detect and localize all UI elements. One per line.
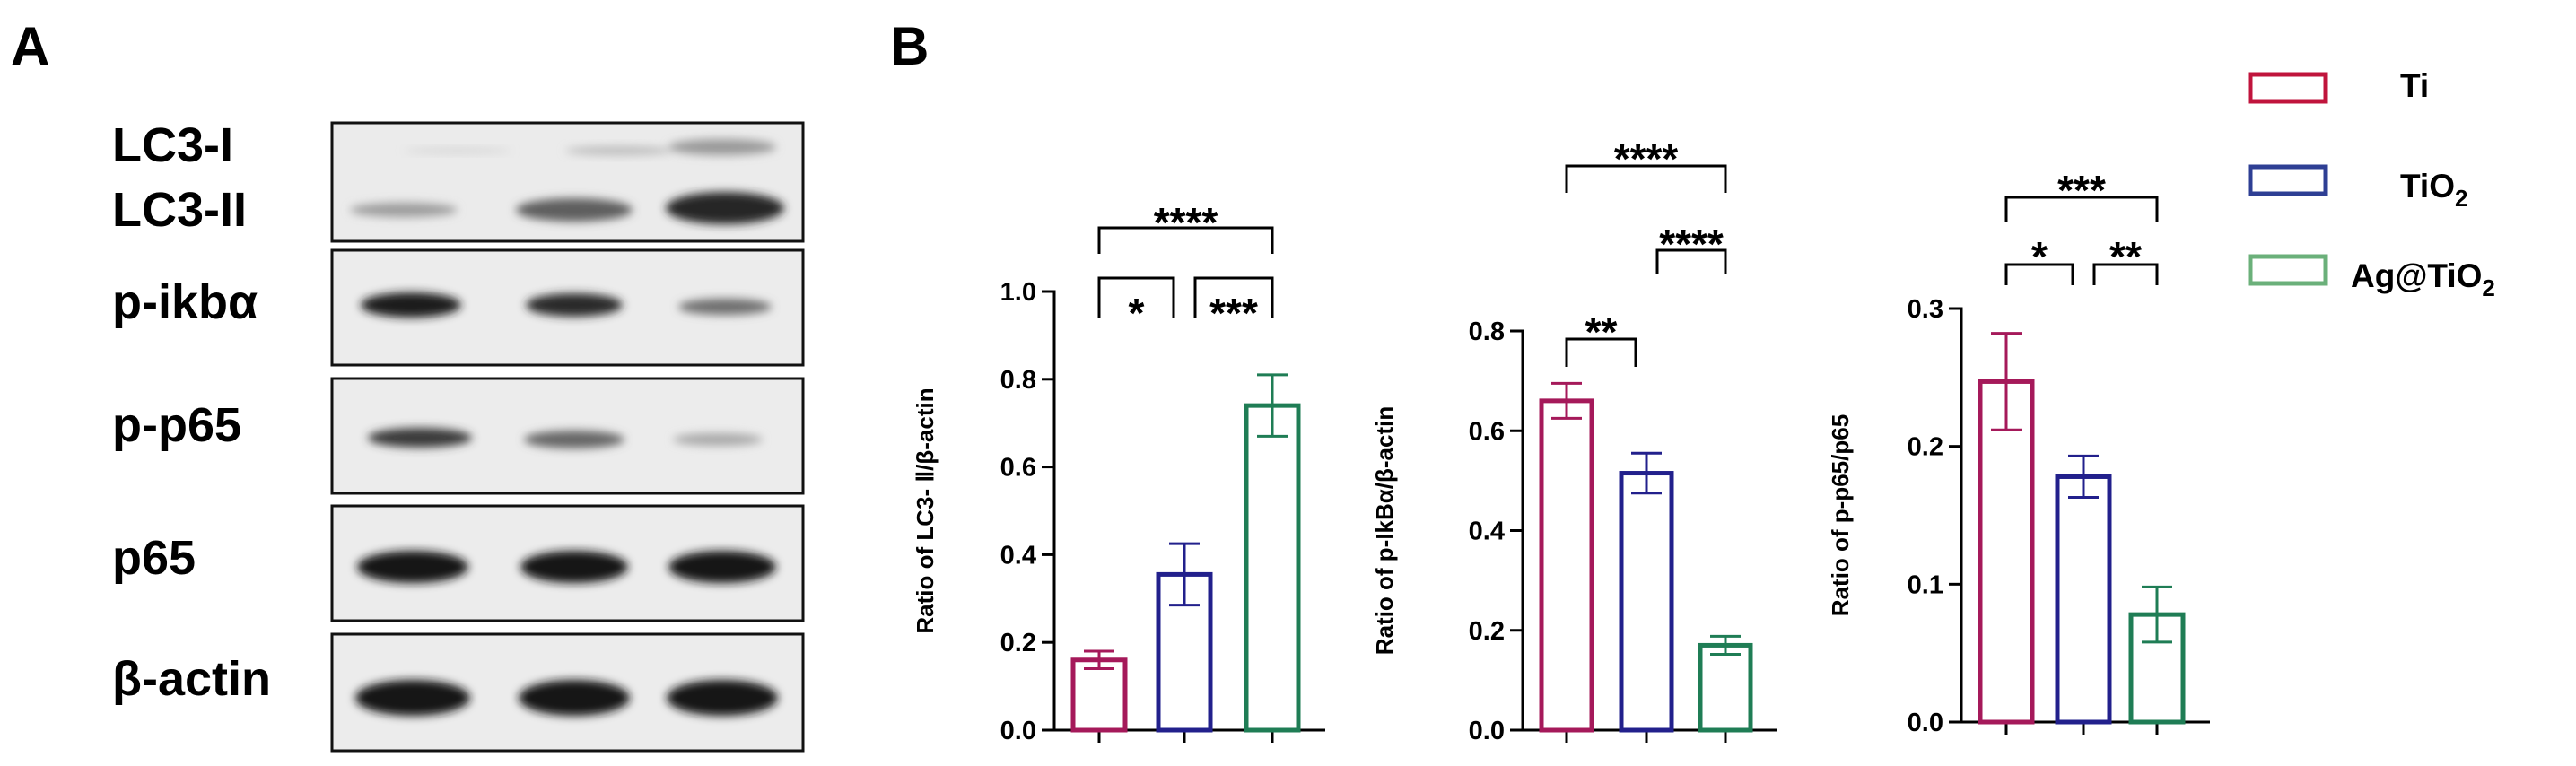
blot-strip-p-ikba <box>330 248 805 367</box>
legend-swatch-ag-tio2 <box>2248 254 2328 286</box>
bar-ti <box>1539 398 1594 733</box>
y-tick-label: 0.0 <box>1908 709 1943 737</box>
y-tick-label: 0.6 <box>1000 454 1036 483</box>
significance-label: * <box>1129 290 1145 336</box>
significance-bracket <box>2092 263 2159 285</box>
significance-bracket <box>1193 276 1274 318</box>
significance-label: *** <box>2057 167 2106 213</box>
significance-label: **** <box>1154 199 1218 246</box>
legend-label-ti: Ti <box>2400 67 2429 104</box>
significance-bracket <box>1565 164 1727 193</box>
blot-label-p-ikba: p-ikbα <box>112 275 258 329</box>
y-axis-title: Ratio of LC3- Ⅱ/β-actin <box>912 387 939 633</box>
legend-item-ag-tio2: Ag@TiO2 <box>2248 254 2495 301</box>
chart-lc3-ratio: 0.0 0.2 0.4 0.6 0.8 1.0 Ratio of LC3- Ⅱ/β-acti… <box>912 199 1325 745</box>
legend: Ti TiO2 Ag@TiO2 <box>2248 67 2495 301</box>
panel-letter-a: A <box>11 16 49 76</box>
bar-tio2 <box>1619 471 1674 733</box>
y-tick-label: 0.0 <box>1000 717 1036 745</box>
significance-bracket <box>2004 196 2159 222</box>
y-tick-label: 0.2 <box>1469 617 1505 646</box>
blot-strip-beta-actin <box>330 632 805 753</box>
y-tick-label: 0.2 <box>1908 433 1943 462</box>
y-tick-label: 0.2 <box>1000 629 1036 657</box>
blot-strip-p-p65 <box>330 377 805 495</box>
blot-label-p-p65: p-p65 <box>112 398 241 452</box>
blot-label-lc3-ii: LC3-II <box>112 183 247 237</box>
legend-item-ti: Ti <box>2248 67 2429 104</box>
y-tick-label: 0.3 <box>1908 295 1943 324</box>
y-tick-label: 0.4 <box>1469 518 1505 546</box>
bar-ti <box>1070 657 1128 733</box>
legend-label-tio2: TiO2 <box>2400 168 2467 212</box>
bar-ti <box>1978 379 2035 725</box>
significance-bracket <box>1565 337 1637 367</box>
y-axis-title: Ratio of p-p65/p65 <box>1827 414 1854 616</box>
blot-strip-lc3 <box>330 121 805 243</box>
blot-label-p65: p65 <box>112 531 196 585</box>
legend-swatch-tio2 <box>2248 164 2328 196</box>
significance-label: * <box>2031 233 2048 280</box>
legend-swatch-ti <box>2248 72 2328 104</box>
y-tick-label: 0.8 <box>1000 366 1036 395</box>
legend-item-tio2: TiO2 <box>2248 164 2467 212</box>
significance-label: **** <box>1659 221 1724 267</box>
y-tick-label: 0.1 <box>1908 570 1943 599</box>
significance-bracket <box>1097 276 1175 318</box>
panel-letter-b: B <box>890 16 929 76</box>
significance-bracket <box>1655 248 1727 274</box>
significance-label: *** <box>1209 290 1258 336</box>
blot-label-beta-actin: β-actin <box>112 652 271 706</box>
significance-label: **** <box>1614 135 1679 182</box>
blot-strip-p65 <box>330 504 805 622</box>
y-tick-label: 0.6 <box>1469 417 1505 446</box>
bar-ag-tio2 <box>1698 642 1753 733</box>
y-tick-label: 1.0 <box>1000 278 1036 307</box>
bar-tio2 <box>2055 474 2112 725</box>
y-tick-label: 0.0 <box>1469 717 1505 745</box>
bar-ag-tio2 <box>1244 403 1301 733</box>
significance-label: ** <box>1585 309 1618 355</box>
significance-label: ** <box>2109 233 2142 280</box>
legend-label-ag-tio2: Ag@TiO2 <box>2351 257 2495 301</box>
chart-p-ikba-ratio: 0.0 0.2 0.4 0.6 0.8 Ratio of p-IkBα/β-actin **… <box>1371 135 1777 745</box>
blot-label-lc3-i: LC3-I <box>112 118 233 172</box>
y-tick-label: 0.4 <box>1000 541 1036 570</box>
y-axis-title: Ratio of p-IkBα/β-actin <box>1371 406 1398 655</box>
y-tick-label: 0.8 <box>1469 318 1505 346</box>
significance-bracket <box>2004 263 2074 285</box>
significance-bracket <box>1097 226 1274 254</box>
